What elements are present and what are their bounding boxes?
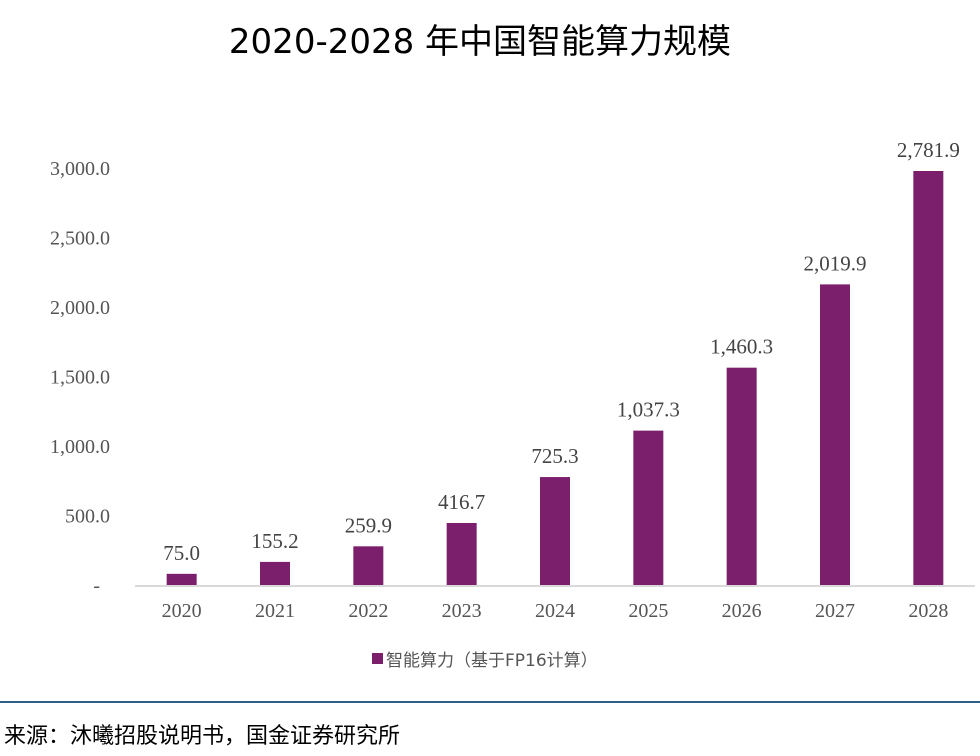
bar-2025 [633,430,664,585]
x-tick-label: 2020 [162,600,202,622]
legend: 智能算力（基于FP16计算） [372,646,598,671]
divider [0,701,980,703]
data-label: 725.3 [531,444,578,468]
bar-2026 [726,367,757,585]
x-tick-label: 2024 [535,600,575,622]
data-label: 259.9 [345,513,392,537]
x-tick-label: 2022 [348,600,388,622]
bar-2022 [353,546,384,585]
chart-title: 2020-2028 年中国智能算力规模 [228,22,732,62]
data-label: 155.2 [251,529,298,553]
data-label: 416.7 [438,490,485,514]
x-tick-label: 2028 [908,600,948,622]
bar-2020 [166,573,197,585]
y-tick-label: 2,500.0 [50,228,110,250]
bar-2028 [913,171,944,585]
y-tick-label: 1,000.0 [50,436,110,458]
data-label: 2,019.9 [804,251,867,275]
x-tick-label: 2021 [255,600,295,622]
legend-label: 智能算力（基于FP16计算） [386,651,598,671]
data-label: 1,460.3 [710,335,773,359]
x-tick-label: 2027 [815,600,855,622]
x-tick-label: 2026 [722,600,762,622]
data-label: 75.0 [163,541,200,565]
bar-2024 [540,477,570,585]
y-tick-label: 500.0 [65,506,110,528]
y-tick-label: 2,000.0 [50,297,110,319]
data-label: 1,037.3 [617,398,680,422]
y-tick-label: 3,000.0 [50,158,110,180]
legend-swatch [372,653,383,664]
x-tick-label: 2023 [442,600,482,622]
y-tick-label: 1,500.0 [50,367,110,389]
x-tick-label: 2025 [628,600,668,622]
bar-2023 [446,522,477,585]
source-note: 来源：沐曦招股说明书，国金证券研究所 [4,724,401,749]
bar-2027 [820,284,850,585]
bar-2021 [260,561,290,585]
y-tick-label: - [93,575,100,597]
bar-chart: - 500.0 1,000.0 1,500.0 2,000.0 2,500.0 3,000.… [50,138,975,622]
data-label: 2,781.9 [897,138,960,162]
